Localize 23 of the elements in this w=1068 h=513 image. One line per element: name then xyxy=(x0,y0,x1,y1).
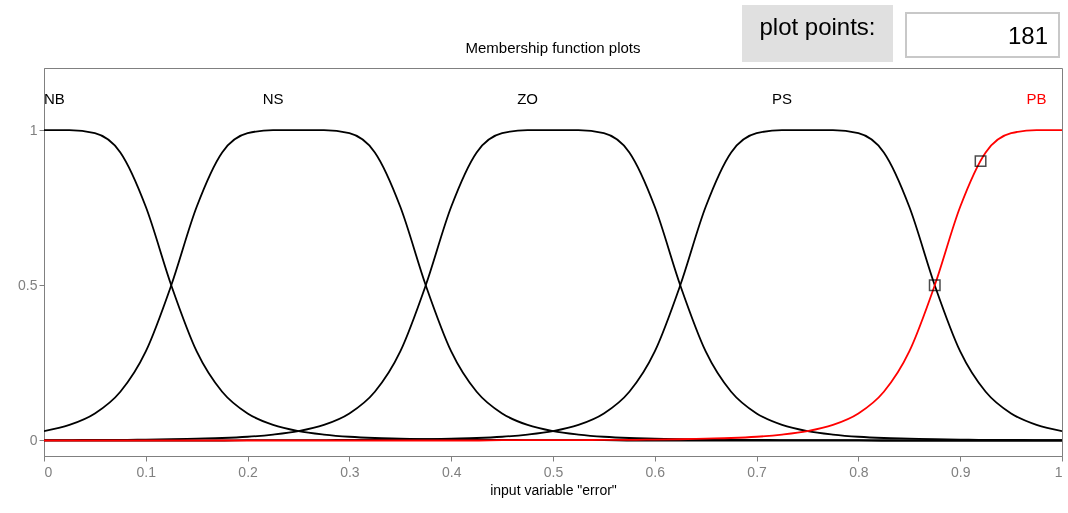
x-tick-label: 0.5 xyxy=(543,463,564,480)
x-tick-label: 0 xyxy=(44,463,53,480)
series-label: NS xyxy=(262,90,284,108)
y-tick-label: 0 xyxy=(29,431,38,448)
x-tick-label: 0.8 xyxy=(849,463,869,480)
series-label: PB xyxy=(1026,90,1047,108)
y-tick-label: 1 xyxy=(29,121,38,138)
x-tick-label: 0.4 xyxy=(441,463,462,480)
x-tick-label: 0.7 xyxy=(747,463,768,480)
x-tick-label: 0.6 xyxy=(645,463,666,480)
series-label: PS xyxy=(772,90,793,108)
x-tick-label: 0.3 xyxy=(340,463,360,480)
x-axis-title: input variable "error" xyxy=(490,481,617,498)
series-label: ZO xyxy=(517,90,538,108)
x-tick-label: 0.1 xyxy=(136,463,157,480)
x-tick-label: 0.9 xyxy=(950,463,971,480)
text: plot points: xyxy=(742,5,893,62)
y-tick-label: 0.5 xyxy=(18,276,38,293)
chart-title: Membership function plots xyxy=(465,39,641,56)
series-label: NB xyxy=(44,90,65,108)
x-tick-label: 1 xyxy=(1054,463,1063,480)
x-tick-label: 0.2 xyxy=(238,463,259,480)
text-field: 181 xyxy=(905,12,1060,58)
